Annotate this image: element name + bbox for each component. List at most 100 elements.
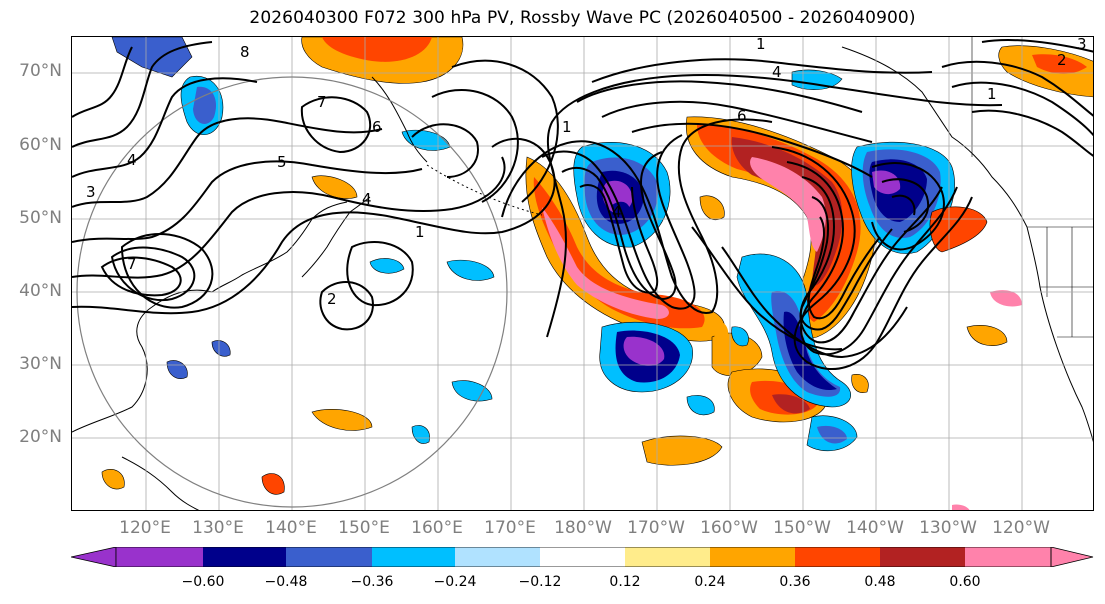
- coast-na-west: [1026, 226, 1093, 442]
- colorbar-label: 0.48: [864, 574, 896, 590]
- anomaly-patch: [952, 504, 970, 510]
- map-canvas: 1 4 6 1 5 4 1 7 6 8 3 7 4 2 1 3 2 4: [72, 37, 1093, 510]
- anomaly-patch: [261, 473, 285, 495]
- lat-label-20n: 20°N: [19, 427, 62, 447]
- pv-contour: [871, 162, 945, 251]
- anomaly-patch: [193, 86, 217, 124]
- lat-label-60n: 60°N: [19, 135, 62, 155]
- pv-contour: [431, 88, 519, 203]
- anomaly-patch: [929, 206, 988, 253]
- lat-label-70n: 70°N: [19, 61, 62, 81]
- colorbar-label: −0.12: [518, 574, 562, 590]
- pv-contour: [981, 39, 1093, 53]
- contour-label: 4: [772, 63, 782, 81]
- anomaly-patch: [322, 37, 432, 62]
- anomaly-patch: [641, 435, 723, 466]
- colorbar-segment: [286, 547, 372, 567]
- map-panel: 1 4 6 1 5 4 1 7 6 8 3 7 4 2 1 3 2 4: [71, 36, 1094, 511]
- anomaly-patch: [783, 311, 837, 391]
- pv-contour: [72, 156, 506, 279]
- contour-label: 6: [737, 107, 747, 125]
- lon-label-180w: 180°W: [554, 518, 612, 538]
- pv-contour: [120, 233, 214, 309]
- coast-alaska: [841, 46, 1028, 228]
- colorbar-segment: [625, 547, 710, 567]
- lon-label-120w: 120°W: [992, 518, 1050, 538]
- pv-contour: [631, 122, 873, 178]
- lon-label-150w: 150°W: [773, 518, 831, 538]
- pv-contour: [100, 256, 182, 297]
- contour-label: 1: [562, 118, 572, 136]
- lat-label-30n: 30°N: [19, 354, 62, 374]
- anomaly-patch: [731, 326, 749, 347]
- lon-label-160e: 160°E: [411, 518, 463, 538]
- pv-contour: [72, 46, 133, 118]
- pv-contour: [110, 246, 196, 302]
- lat-label-40n: 40°N: [19, 281, 62, 301]
- colorbar-segment: [710, 547, 795, 567]
- pv-contour: [951, 81, 1093, 137]
- pv-contour: [451, 59, 559, 203]
- lon-label-140w: 140°W: [846, 518, 904, 538]
- colorbar-segment: [372, 547, 455, 567]
- contour-label: 3: [86, 183, 96, 201]
- contour-label: 4: [127, 151, 137, 169]
- anomaly-patch: [851, 374, 869, 393]
- anomaly-patch: [872, 170, 901, 195]
- lon-label-130w: 130°W: [919, 518, 977, 538]
- anomaly-patch: [623, 336, 665, 366]
- anomaly-patch: [699, 195, 725, 221]
- pv-contour: [881, 178, 930, 233]
- anomaly-patch: [686, 395, 715, 416]
- lon-label-130e: 130°E: [192, 518, 244, 538]
- anomaly-patch: [772, 394, 810, 414]
- anomaly-patch: [451, 380, 493, 402]
- contour-label: 1: [415, 223, 425, 241]
- contour-label: 1: [987, 85, 997, 103]
- anomaly-patch: [311, 175, 358, 199]
- coast-kamchatka: [371, 76, 428, 163]
- pv-contour: [691, 226, 843, 351]
- anomaly-shading: [101, 37, 1093, 510]
- colorbar-segment: [455, 547, 540, 567]
- anomaly-patch: [446, 259, 495, 281]
- anomaly-patch: [1032, 54, 1087, 74]
- pv-contour: [941, 60, 1093, 117]
- political-borders: [971, 37, 1093, 338]
- pv-contour: [601, 100, 873, 143]
- pv-contour: [561, 151, 677, 301]
- colorbar-label: 0.60: [949, 574, 981, 590]
- colorbar-segment: [540, 547, 625, 567]
- anomaly-patch: [401, 129, 451, 151]
- pv-contour: [891, 194, 916, 216]
- pv-contour: [807, 216, 881, 320]
- pv-contour: [576, 80, 863, 113]
- anomaly-patch: [311, 409, 373, 431]
- anomaly-patch: [966, 325, 1008, 346]
- colorbar-label: −0.48: [264, 574, 308, 590]
- coast-aleutians: [426, 164, 543, 216]
- pv-contour: [541, 134, 696, 310]
- contour-labels: 1 4 6 1 5 4 1 7 6 8 3 7 4 2 1 3 2 4: [86, 37, 1087, 308]
- contour-label: 2: [327, 290, 337, 308]
- pv-contour: [72, 77, 258, 178]
- colorbar-label: 0.36: [779, 574, 811, 590]
- pv-contour: [300, 96, 372, 154]
- contour-label: 3: [1077, 37, 1087, 53]
- colorbar-label: −0.36: [350, 574, 394, 590]
- pv-contour: [786, 161, 958, 356]
- lon-label-170e: 170°E: [484, 518, 536, 538]
- pv-contour: [591, 58, 933, 83]
- contour-label: 6: [372, 118, 382, 136]
- anomaly-patch: [369, 258, 405, 274]
- colorbar-segment: [795, 547, 880, 567]
- coast-japan: [301, 196, 371, 278]
- contour-label: 5: [277, 153, 287, 171]
- colorbar-segment: [203, 547, 286, 567]
- colorbar: [71, 547, 1094, 567]
- coast-indochina: [121, 456, 200, 510]
- anomaly-patch: [998, 45, 1093, 98]
- pv-contour: [799, 196, 893, 331]
- contour-label: 7: [317, 93, 327, 111]
- lat-label-50n: 50°N: [19, 208, 62, 228]
